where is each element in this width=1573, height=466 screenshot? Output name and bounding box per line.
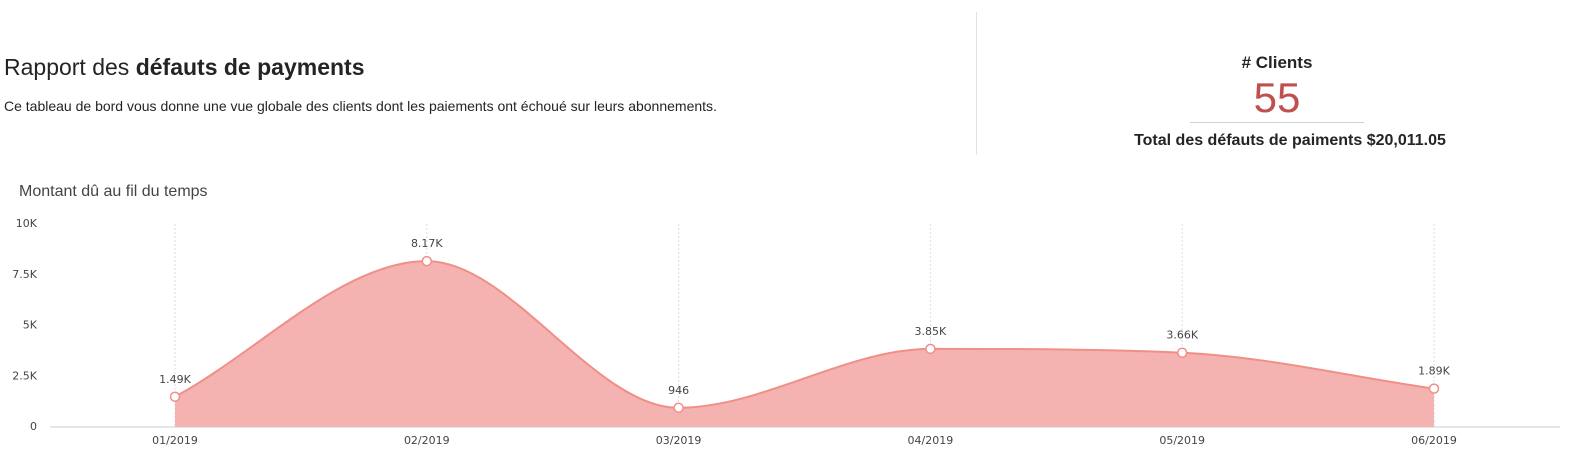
kpi-total: Total des défauts de paiments $20,011.05: [1000, 132, 1573, 150]
kpi-rule: [1190, 122, 1364, 123]
divider: [976, 12, 977, 155]
x-tick-label: 05/2019: [1159, 434, 1205, 447]
y-tick-label: 5K: [23, 319, 38, 332]
point: [1176, 347, 1188, 358]
y-tick-label: 2.5K: [12, 369, 37, 382]
x-tick-label: 04/2019: [908, 434, 954, 447]
chart-title: Montant dû au fil du temps: [19, 183, 208, 200]
title-bold: défauts de payments: [135, 54, 365, 80]
kpi-label: # Clients: [1241, 53, 1313, 72]
data-label: 3.85K: [915, 325, 947, 338]
data-label: 3.66K: [1166, 329, 1198, 342]
total-label: Total des défauts de paiments: [1134, 132, 1363, 149]
y-tick-label: 10K: [16, 217, 38, 230]
point: [673, 402, 684, 414]
area: [175, 261, 1434, 427]
data-label: 1.89K: [1418, 365, 1450, 378]
point: [421, 255, 433, 267]
point: [169, 391, 181, 403]
y-tick-label: 0: [30, 420, 37, 433]
title-plain: Rapport des: [4, 54, 130, 80]
data-label: 8.17K: [411, 237, 443, 250]
point: [1428, 383, 1440, 394]
total-value: $20,011.05: [1366, 132, 1446, 149]
data-label: 1.49K: [159, 373, 191, 386]
x-tick-label: 02/2019: [404, 434, 450, 447]
x-tick-label: 01/2019: [152, 434, 198, 447]
description: Ce tableau de bord vous donne une vue gl…: [4, 98, 717, 114]
report-title: Rapport des défauts de payments: [4, 54, 365, 81]
point: [925, 343, 936, 355]
y-tick-label: 7.5K: [12, 268, 37, 281]
data-label: 946: [668, 384, 689, 397]
kpi-value: 55: [1253, 74, 1301, 121]
x-tick-label: 03/2019: [656, 434, 702, 447]
line: [174, 260, 1435, 409]
x-tick-label: 06/2019: [1411, 434, 1457, 447]
